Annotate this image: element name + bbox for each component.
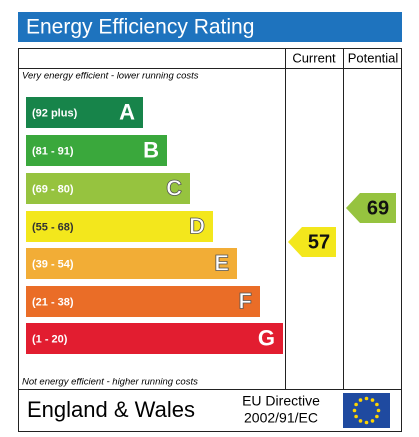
rating-value: 69	[367, 197, 389, 219]
region: England & Wales	[27, 397, 195, 422]
band-range: (1 - 20)	[32, 333, 68, 345]
directive: EU Directive	[242, 393, 320, 409]
star	[370, 419, 375, 423]
column-header: Potential	[348, 50, 399, 65]
band-letter: D	[189, 213, 205, 238]
band-letter: B	[143, 137, 159, 162]
eu-flag	[343, 393, 390, 428]
band-range: (39 - 54)	[32, 258, 74, 270]
rating-arrow	[346, 193, 396, 223]
star	[375, 414, 379, 419]
band-letter: G	[258, 325, 275, 350]
band	[26, 323, 283, 354]
star	[354, 402, 358, 407]
star	[364, 396, 369, 401]
band-letter: C	[166, 175, 182, 200]
frame	[18, 48, 402, 432]
rating-arrow	[288, 227, 336, 257]
band-range: (69 - 80)	[32, 183, 74, 195]
band-range: (92 plus)	[32, 107, 78, 119]
star	[358, 398, 363, 402]
band-range: (21 - 38)	[32, 296, 74, 308]
band-letter: F	[239, 288, 252, 313]
bottom-note: Not energy efficient - higher running co…	[22, 377, 198, 388]
band-range: (55 - 68)	[32, 221, 74, 233]
band	[26, 135, 167, 166]
directive: 2002/91/EC	[244, 410, 318, 426]
band	[26, 173, 190, 204]
rating-value: 57	[308, 231, 330, 253]
star	[376, 408, 381, 413]
title-bar	[18, 12, 402, 42]
band	[26, 97, 143, 128]
column-header: Current	[292, 50, 336, 65]
title: Energy Efficiency Rating	[26, 16, 254, 39]
star	[364, 420, 369, 425]
star	[352, 408, 357, 413]
band-range: (81 - 91)	[32, 145, 74, 157]
band	[26, 286, 260, 317]
star	[370, 398, 375, 402]
band-letter: E	[214, 250, 229, 275]
star	[375, 402, 379, 407]
band	[26, 248, 237, 279]
band	[26, 211, 213, 242]
top-note: Very energy efficient - lower running co…	[22, 71, 199, 82]
star	[358, 419, 363, 423]
band-letter: A	[119, 99, 135, 124]
star	[354, 414, 358, 419]
